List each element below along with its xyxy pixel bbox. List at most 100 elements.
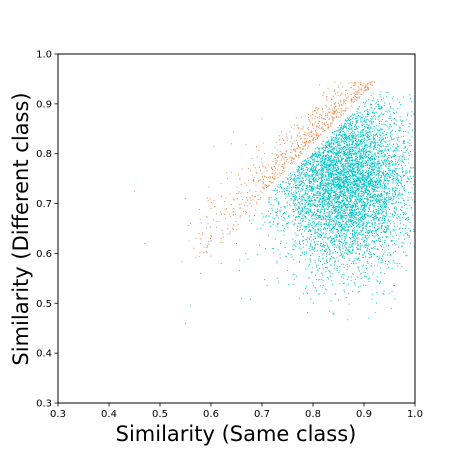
cyan-data-point (402, 198, 404, 200)
cyan-data-point (376, 190, 378, 192)
cyan-data-point (357, 185, 359, 187)
cyan-data-point (349, 224, 351, 226)
cyan-data-point (328, 253, 330, 255)
cyan-data-point (398, 163, 400, 165)
cyan-data-point (344, 205, 346, 207)
cyan-data-point (309, 214, 310, 216)
cyan-data-point (294, 219, 296, 221)
cyan-data-point (296, 168, 298, 170)
cyan-data-point (327, 278, 329, 280)
cyan-data-point (367, 215, 369, 217)
cyan-data-point (352, 239, 354, 241)
cyan-data-point (372, 148, 374, 150)
cyan-data-point (375, 225, 377, 227)
cyan-data-point (390, 169, 392, 171)
cyan-data-point (357, 232, 359, 234)
cyan-data-point (298, 193, 300, 195)
cyan-data-point (315, 155, 317, 157)
cyan-data-point (352, 123, 354, 125)
cyan-data-point (355, 175, 357, 177)
cyan-data-point (329, 250, 331, 252)
cyan-data-point (321, 245, 323, 247)
cyan-data-point (321, 165, 323, 167)
cyan-data-point (364, 197, 366, 199)
cyan-data-point (384, 185, 386, 187)
cyan-data-point (374, 224, 376, 226)
cyan-data-point (300, 164, 302, 166)
cyan-data-point (348, 189, 350, 191)
cyan-data-point (360, 152, 362, 154)
cyan-data-point (398, 197, 400, 199)
cyan-data-point (361, 155, 363, 157)
cyan-data-point (309, 223, 311, 225)
cyan-data-point (332, 213, 334, 214)
cyan-data-point (397, 162, 398, 164)
cyan-data-point (346, 176, 348, 178)
cyan-data-point (326, 203, 328, 205)
cyan-data-point (344, 194, 346, 196)
cyan-data-point (318, 236, 320, 238)
cyan-data-point (305, 227, 307, 229)
cyan-data-point (346, 203, 348, 205)
cyan-data-point (351, 159, 353, 161)
cyan-data-point (356, 187, 358, 189)
cyan-data-point (364, 217, 366, 219)
cyan-data-point (401, 210, 403, 212)
cyan-data-point (399, 155, 401, 157)
cyan-data-point (323, 212, 325, 214)
cyan-data-point (405, 219, 407, 221)
cyan-data-point (319, 147, 321, 149)
cyan-data-point (410, 154, 412, 156)
cyan-data-point (336, 177, 338, 179)
cyan-data-point (355, 235, 357, 237)
cyan-data-point (352, 187, 354, 189)
cyan-data-point (347, 152, 349, 154)
cyan-data-point (413, 113, 415, 115)
cyan-data-point (358, 112, 360, 114)
cyan-data-point (367, 176, 369, 178)
cyan-data-point (357, 127, 359, 129)
cyan-data-point (375, 181, 377, 183)
cyan-data-point (335, 194, 337, 196)
cyan-data-point (333, 153, 335, 155)
cyan-data-point (356, 111, 358, 113)
cyan-data-point (302, 161, 304, 163)
cyan-data-point (304, 220, 306, 222)
cyan-data-point (362, 130, 364, 132)
cyan-data-point (324, 250, 326, 252)
cyan-data-point (372, 112, 374, 114)
cyan-data-point (330, 189, 332, 191)
cyan-data-point (396, 149, 398, 151)
cyan-data-point (365, 246, 367, 248)
cyan-data-point (384, 177, 386, 179)
cyan-data-point (352, 134, 354, 136)
cyan-data-point (309, 258, 311, 260)
cyan-data-point (366, 174, 368, 176)
cyan-data-point (340, 162, 342, 164)
cyan-data-point (363, 142, 365, 144)
cyan-data-point (395, 119, 397, 121)
cyan-data-point (307, 162, 309, 164)
cyan-data-point (335, 217, 337, 219)
cyan-data-point (394, 191, 396, 193)
cyan-data-point (334, 192, 336, 194)
cyan-data-point (347, 136, 349, 138)
cyan-data-point (316, 214, 318, 216)
cyan-data-point (393, 151, 395, 153)
cyan-data-point (294, 199, 296, 201)
cyan-data-point (330, 140, 332, 142)
cyan-data-point (385, 205, 387, 207)
cyan-data-point (368, 176, 370, 178)
cyan-data-point (325, 175, 327, 177)
cyan-data-point (359, 186, 361, 188)
cyan-data-point (321, 272, 323, 274)
cyan-data-point (384, 198, 386, 200)
cyan-data-point (365, 180, 367, 182)
cyan-data-point (390, 113, 392, 115)
cyan-data-point (368, 186, 370, 188)
cyan-data-point (331, 186, 333, 188)
cyan-data-point (337, 194, 339, 196)
cyan-data-point (340, 135, 342, 137)
cyan-data-point (352, 113, 354, 115)
cyan-data-point (388, 162, 390, 164)
